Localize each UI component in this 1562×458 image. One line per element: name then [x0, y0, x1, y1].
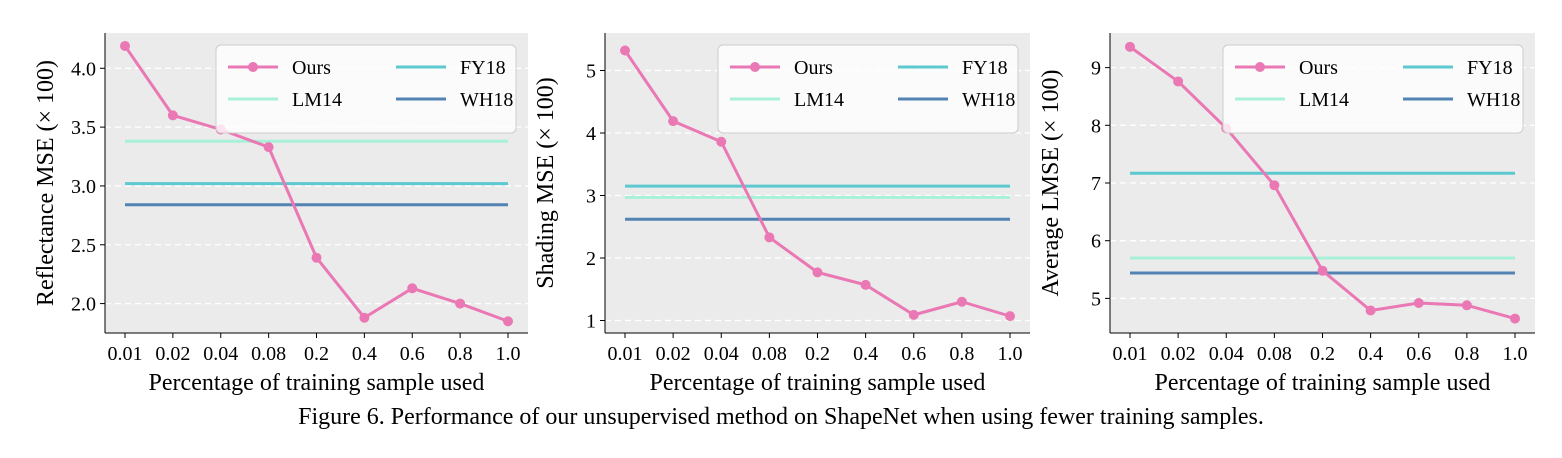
- legend-label-ours: Ours: [1299, 57, 1338, 79]
- x-tick-label: 0.4: [1358, 343, 1383, 365]
- legend-label-lm14: LM14: [794, 89, 844, 111]
- legend-label-wh18: WH18: [460, 89, 513, 111]
- x-tick-label: 0.2: [1310, 343, 1335, 365]
- chart-average-lmse: 5 6 7 8 9 0.01 0.02 0.04 0.08 0.2 0.4 0.6 0.8 1.0 Perc…: [1038, 33, 1535, 396]
- x-tick-label: 0.2: [304, 343, 329, 365]
- x-tick-label: 0.4: [352, 343, 377, 365]
- data-point-ours: [908, 309, 919, 320]
- y-tick-label: 3.5: [71, 117, 96, 139]
- legend-label-ours: Ours: [794, 57, 833, 79]
- legend-label-fy18: FY18: [962, 57, 1008, 79]
- y-tick-label: 3.0: [71, 176, 96, 198]
- y-tick-label: 9: [1091, 58, 1101, 80]
- data-point-ours: [716, 136, 727, 147]
- y-tick-label: 5: [586, 61, 596, 83]
- x-tick-label: 0.6: [901, 343, 926, 365]
- data-point-ours: [263, 142, 274, 153]
- y-axis-label: Reflectance MSE (× 100): [33, 60, 59, 306]
- figure-caption: Figure 6. Performance of our unsupervise…: [298, 404, 1264, 430]
- x-tick-label: 0.08: [752, 343, 787, 365]
- x-tick-label: 0.01: [1113, 343, 1148, 365]
- x-tick-label: 0.08: [251, 343, 286, 365]
- data-point-ours: [311, 252, 322, 263]
- x-tick-label: 0.02: [155, 343, 190, 365]
- x-tick-label: 0.4: [853, 343, 878, 365]
- data-point-ours: [1125, 41, 1135, 52]
- data-point-ours: [1365, 305, 1376, 316]
- x-tick-label: 0.02: [1161, 343, 1196, 365]
- x-tick-label: 0.01: [108, 343, 143, 365]
- legend-label-ours: Ours: [292, 57, 331, 79]
- data-point-ours: [860, 279, 871, 290]
- legend-marker-ours: [1255, 62, 1265, 72]
- x-tick-label: 0.02: [656, 343, 691, 365]
- x-axis-label: Percentage of training sample used: [149, 370, 485, 396]
- x-tick-label: 0.6: [1406, 343, 1431, 365]
- y-tick-label: 4.0: [71, 58, 96, 80]
- y-axis-label: Shading MSE (× 100): [533, 77, 559, 289]
- data-point-ours: [812, 267, 823, 278]
- y-tick-label: 2.5: [71, 235, 96, 257]
- legend-label-lm14: LM14: [1299, 89, 1349, 111]
- data-point-ours: [1317, 265, 1328, 276]
- data-point-ours: [620, 45, 630, 56]
- y-tick-label: 4: [586, 123, 596, 145]
- data-point-ours: [1269, 180, 1280, 191]
- data-point-ours: [1173, 76, 1184, 87]
- data-point-ours: [359, 312, 370, 323]
- chart-shading: 1 2 3 4 5 0.01 0.02 0.04 0.08 0.2 0.4 0.6 0.8 1.0 Perc…: [533, 33, 1030, 396]
- data-point-ours: [1510, 313, 1520, 324]
- legend-label-fy18: FY18: [460, 57, 506, 79]
- data-point-ours: [1461, 300, 1472, 311]
- legend-marker-ours: [750, 62, 760, 72]
- data-point-ours: [120, 40, 130, 51]
- data-point-ours: [407, 283, 418, 294]
- y-axis-label: Average LMSE (× 100): [1038, 69, 1064, 296]
- y-tick-label: 3: [586, 186, 596, 208]
- legend-label-lm14: LM14: [292, 89, 342, 111]
- data-point-ours: [1005, 311, 1015, 322]
- legend-label-fy18: FY18: [1467, 57, 1513, 79]
- legend-label-wh18: WH18: [1467, 89, 1520, 111]
- x-tick-label: 1.0: [1503, 343, 1528, 365]
- x-tick-label: 0.04: [704, 343, 739, 365]
- x-tick-label: 0.08: [1257, 343, 1292, 365]
- y-tick-label: 6: [1091, 231, 1101, 253]
- data-point-ours: [1413, 298, 1424, 308]
- data-point-ours: [764, 232, 775, 243]
- x-axis-label: Percentage of training sample used: [650, 370, 986, 396]
- x-tick-label: 0.2: [805, 343, 830, 365]
- x-tick-label: 0.8: [448, 343, 473, 365]
- x-tick-label: 0.6: [400, 343, 425, 365]
- legend-label-wh18: WH18: [962, 89, 1015, 111]
- x-tick-label: 0.01: [608, 343, 643, 365]
- x-tick-label: 1.0: [496, 343, 521, 365]
- data-point-ours: [503, 316, 513, 327]
- y-tick-label: 1: [586, 311, 596, 333]
- data-point-ours: [167, 110, 178, 121]
- chart-reflectance: 2.0 2.5 3.0 3.5 4.0 0.01 0.02 0.04 0.08 0.2 0.4 0.6…: [33, 33, 528, 396]
- x-tick-label: 0.04: [203, 343, 238, 365]
- data-point-ours: [455, 298, 466, 309]
- legend-marker-ours: [248, 62, 258, 72]
- x-tick-label: 0.04: [1209, 343, 1244, 365]
- x-axis-label: Percentage of training sample used: [1155, 370, 1491, 396]
- x-tick-label: 1.0: [998, 343, 1023, 365]
- data-point-ours: [956, 296, 967, 307]
- y-tick-label: 5: [1091, 288, 1101, 310]
- y-tick-label: 2.0: [71, 294, 96, 316]
- y-tick-label: 7: [1091, 173, 1101, 195]
- y-tick-label: 2: [586, 248, 596, 270]
- y-tick-label: 8: [1091, 115, 1101, 137]
- data-point-ours: [668, 116, 679, 127]
- x-tick-label: 0.8: [1454, 343, 1479, 365]
- x-tick-label: 0.8: [949, 343, 974, 365]
